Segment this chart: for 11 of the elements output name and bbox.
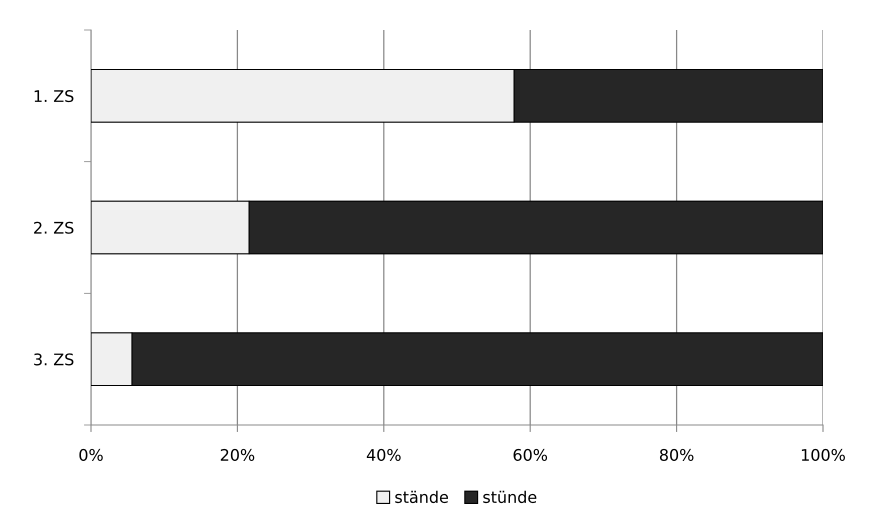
- x-tick-label: 20%: [220, 448, 254, 461]
- x-tick-label: 60%: [514, 448, 548, 461]
- x-tick-label: 80%: [660, 448, 694, 461]
- x-tick-label: 40%: [366, 448, 401, 461]
- legend-label: stünde: [483, 490, 536, 504]
- y-tick-label: 2. ZS: [34, 222, 74, 234]
- y-tick-label: 3. ZS: [34, 353, 74, 366]
- x-tick-label: 100%: [802, 448, 845, 461]
- legend-label: stände: [395, 490, 448, 504]
- y-tick-label: 1. ZS: [34, 90, 74, 102]
- x-tick-label: 0%: [79, 448, 103, 461]
